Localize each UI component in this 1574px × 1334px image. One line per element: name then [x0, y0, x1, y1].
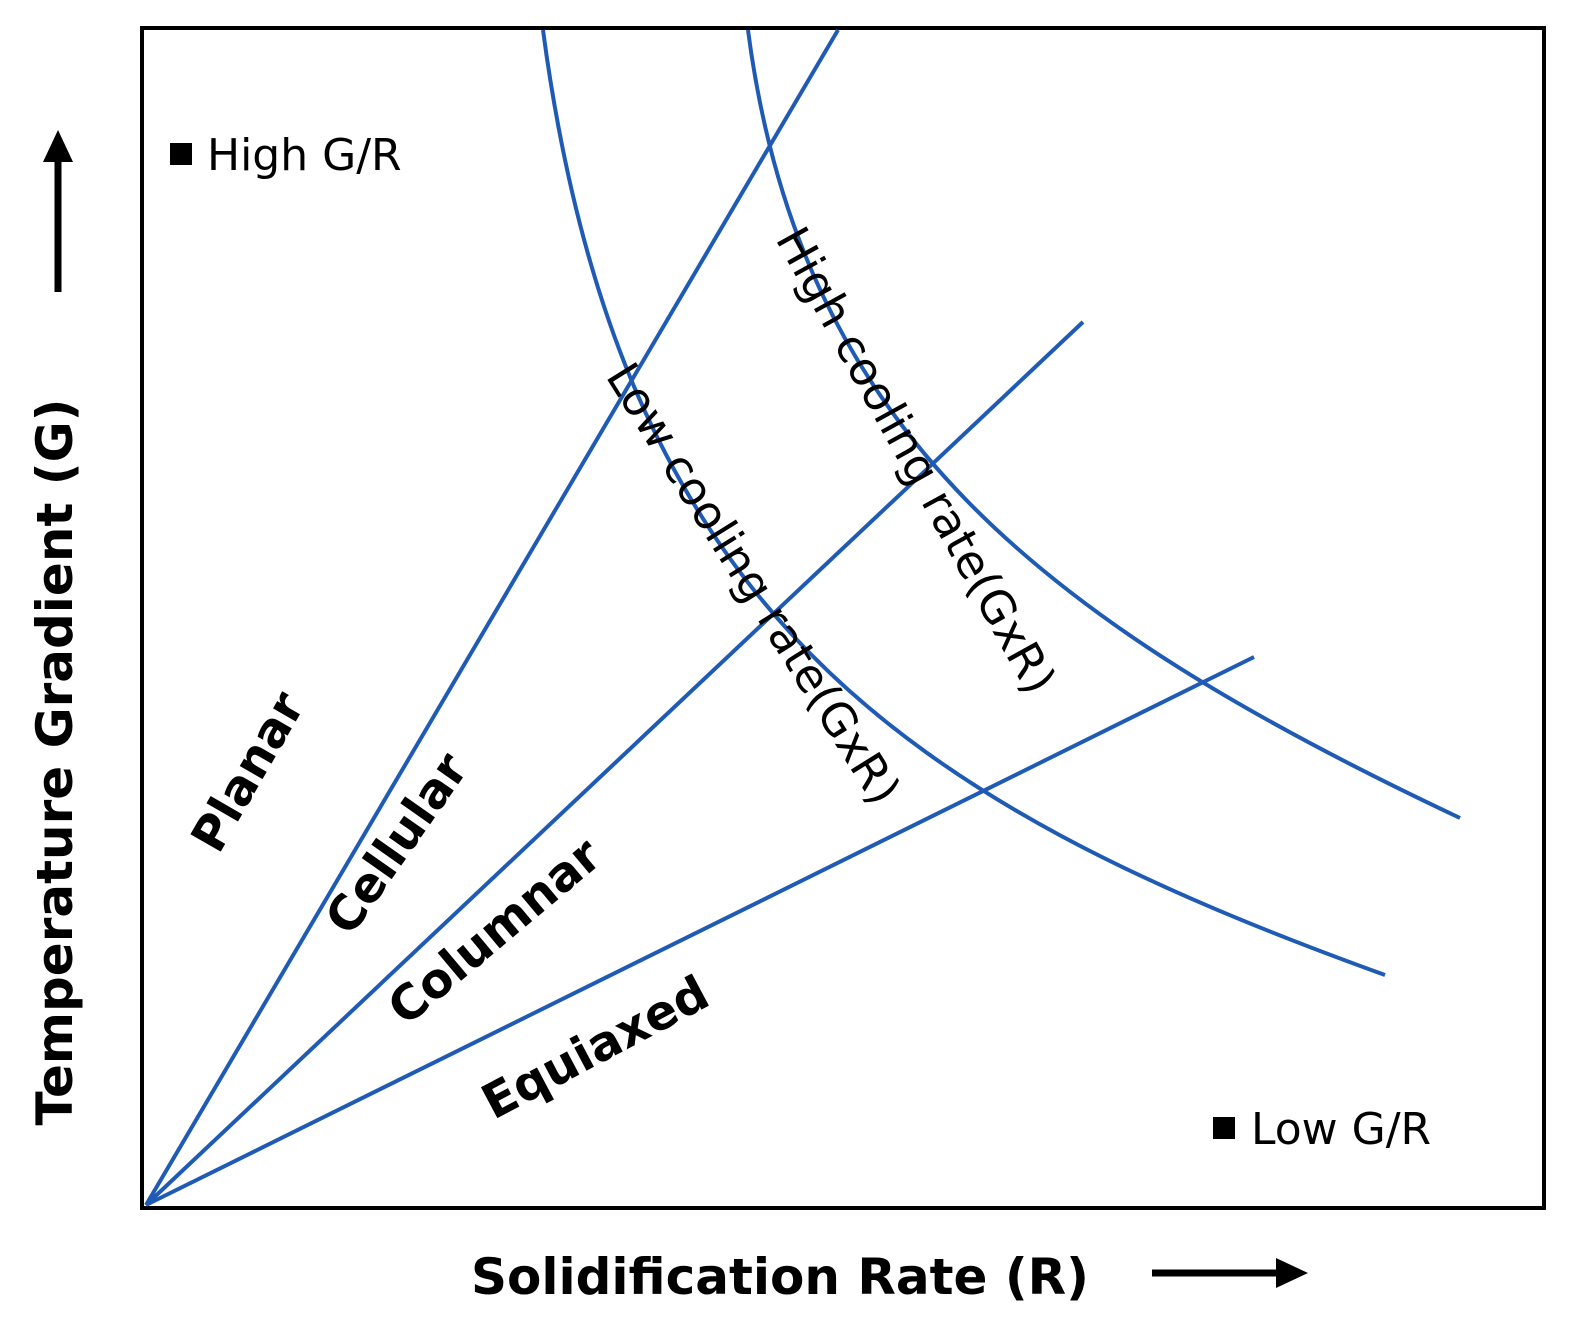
region-equiaxed-label: Equiaxed	[473, 965, 718, 1131]
x-axis-label: Solidification Rate (R)	[471, 1248, 1089, 1306]
low-gr-marker	[1213, 1117, 1235, 1139]
low-cooling-rate-curve	[541, 29, 1386, 977]
region-planar-label: Planar	[180, 682, 316, 861]
planar-cellular-boundary	[144, 28, 840, 1207]
columnar-equiaxed-boundary	[145, 655, 1255, 1207]
y-axis-label: Temperature Gradient (G)	[26, 399, 84, 1126]
cellular-columnar-boundary	[144, 320, 1085, 1207]
high-gr-label: High G/R	[207, 130, 402, 181]
plot-frame	[140, 26, 1546, 1210]
low-gr-label: Low G/R	[1251, 1104, 1431, 1155]
high-cooling-rate-curve	[746, 29, 1461, 820]
x-axis-arrow-head	[1276, 1258, 1308, 1288]
y-axis-arrow-head	[43, 130, 73, 162]
high-gr-marker	[170, 143, 192, 165]
